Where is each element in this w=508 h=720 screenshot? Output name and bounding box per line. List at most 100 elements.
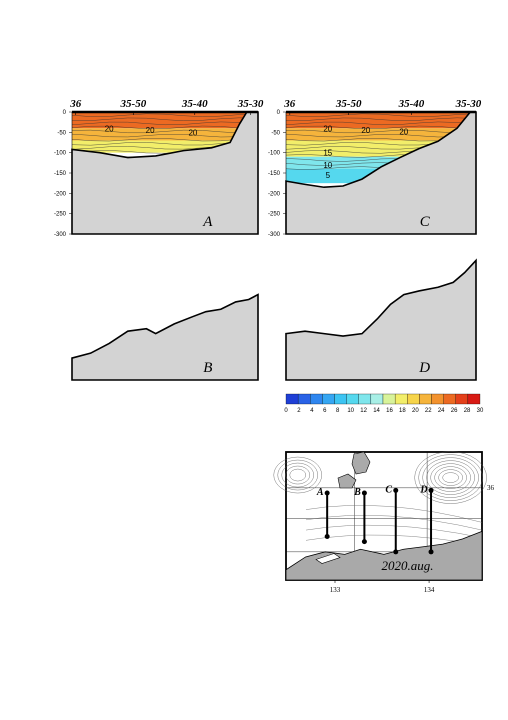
colorbar: 0 2 4 6 8 10 12 14 16 18 20 22 24 26 28 30 bbox=[284, 393, 484, 414]
depth-tick-label: -200 bbox=[268, 191, 281, 197]
island-shape bbox=[351, 451, 371, 475]
colorbar-tick-label: 16 bbox=[386, 408, 393, 414]
colorbar-tick-label: 30 bbox=[477, 408, 484, 414]
colorbar-cell bbox=[346, 393, 359, 405]
contour-line bbox=[71, 133, 259, 138]
panel-letter: C bbox=[420, 214, 431, 230]
colorbar-tick-label: 20 bbox=[412, 408, 419, 414]
depth-tick-label: -150 bbox=[268, 171, 281, 177]
contour-line bbox=[285, 125, 477, 130]
depth-tick-label: 0 bbox=[277, 110, 281, 116]
station-label: 36 bbox=[283, 98, 296, 110]
map-contour bbox=[273, 456, 322, 494]
colorbar-tick-label: 24 bbox=[438, 408, 445, 414]
station-label: 35-50 bbox=[335, 98, 362, 110]
station-dot bbox=[324, 490, 330, 496]
colorbar-tick-label: 6 bbox=[323, 408, 327, 414]
station-dot bbox=[361, 490, 367, 496]
depth-tick-label: -250 bbox=[268, 212, 281, 218]
contour-value-label: 20 bbox=[399, 128, 408, 137]
station-map: A B C D 2020.aug. 133 134 36 bbox=[273, 451, 495, 594]
map-contour bbox=[442, 472, 459, 483]
contour-value-label: 20 bbox=[188, 128, 197, 137]
map-contour bbox=[422, 457, 479, 498]
contour-line bbox=[285, 129, 477, 134]
contour-value-label: 20 bbox=[323, 124, 332, 133]
map-contour bbox=[438, 469, 463, 486]
colorbar-cell bbox=[310, 393, 323, 405]
depth-tick-label: 0 bbox=[63, 110, 67, 116]
station-dot bbox=[428, 487, 434, 493]
station-label: C bbox=[385, 484, 392, 495]
depth-tick-label: -300 bbox=[268, 232, 281, 238]
depth-tick-label: -300 bbox=[54, 232, 67, 238]
temp-layer bbox=[72, 112, 258, 129]
map-contour bbox=[414, 451, 487, 504]
depth-tick-label: -100 bbox=[268, 151, 281, 157]
colorbar-tick-label: 0 bbox=[284, 408, 288, 414]
colorbar-cell bbox=[382, 393, 396, 405]
contour-value-label: 15 bbox=[323, 149, 332, 158]
colorbar-cell bbox=[322, 393, 335, 405]
station-dot bbox=[393, 487, 399, 493]
panel-letter: A bbox=[202, 214, 213, 230]
colorbar-cell bbox=[407, 393, 420, 405]
colorbar-cell bbox=[455, 393, 469, 405]
colorbar-cell bbox=[431, 393, 444, 405]
depth-tick-label: -50 bbox=[271, 130, 280, 136]
map-date-label: 2020.aug. bbox=[382, 558, 434, 573]
station-label: 35-40 bbox=[181, 98, 208, 110]
station-label: 35-40 bbox=[398, 98, 425, 110]
section-panel-a: 0 -50 -100 -150 -200 -250 -300 36 35-50 35-40 35-3… bbox=[54, 98, 264, 238]
colorbar-cell bbox=[297, 393, 311, 405]
colorbar-cell bbox=[443, 393, 456, 405]
profile-panel-d: D bbox=[285, 258, 477, 381]
contour-value-label: 20 bbox=[105, 124, 114, 133]
station-dot bbox=[361, 539, 367, 545]
contour-line bbox=[71, 138, 259, 142]
colorbar-tick-label: 26 bbox=[451, 408, 458, 414]
colorbar-tick-label: 2 bbox=[297, 408, 301, 414]
profile-panel-b: B bbox=[71, 293, 259, 381]
station-dot bbox=[428, 549, 434, 555]
map-contour bbox=[305, 505, 483, 523]
colorbar-tick-label: 22 bbox=[425, 408, 432, 414]
colorbar-tick-label: 4 bbox=[310, 408, 314, 414]
contour-line bbox=[71, 125, 259, 130]
station-label: A bbox=[316, 487, 324, 498]
contour-value-label: 5 bbox=[326, 171, 331, 180]
colorbar-cell bbox=[394, 393, 408, 405]
station-label: 35-30 bbox=[237, 98, 264, 110]
map-tick-label: 134 bbox=[424, 586, 435, 594]
seafloor bbox=[285, 258, 477, 381]
map-contour bbox=[277, 459, 318, 491]
colorbar-tick-label: 28 bbox=[464, 408, 471, 414]
lake-shape bbox=[315, 553, 341, 564]
colorbar-tick-label: 12 bbox=[360, 408, 367, 414]
depth-tick-label: -150 bbox=[54, 171, 67, 177]
colorbar-tick-label: 18 bbox=[399, 408, 406, 414]
station-label: 35-30 bbox=[455, 98, 482, 110]
colorbar-tick-label: 14 bbox=[373, 408, 380, 414]
seafloor bbox=[71, 293, 259, 381]
colorbar-cell bbox=[358, 393, 372, 405]
station-dot bbox=[393, 549, 399, 555]
contour-line bbox=[285, 121, 477, 125]
map-contour bbox=[281, 462, 314, 488]
colorbar-tick-label: 8 bbox=[336, 408, 340, 414]
depth-tick-label: -50 bbox=[57, 130, 66, 136]
contour-value-label: 10 bbox=[323, 161, 332, 170]
panel-letter: B bbox=[203, 360, 212, 376]
map-tick-label: 133 bbox=[330, 586, 341, 594]
contour-line bbox=[71, 129, 259, 134]
colorbar-cell bbox=[419, 393, 432, 405]
colorbar-tick-label: 10 bbox=[347, 408, 354, 414]
map-contour bbox=[434, 466, 467, 489]
map-contour bbox=[430, 463, 471, 492]
depth-tick-label: -100 bbox=[54, 151, 67, 157]
colorbar-cell bbox=[467, 393, 481, 405]
station-dot bbox=[324, 533, 330, 539]
contour-value-label: 20 bbox=[146, 126, 155, 135]
map-contour bbox=[305, 524, 483, 538]
